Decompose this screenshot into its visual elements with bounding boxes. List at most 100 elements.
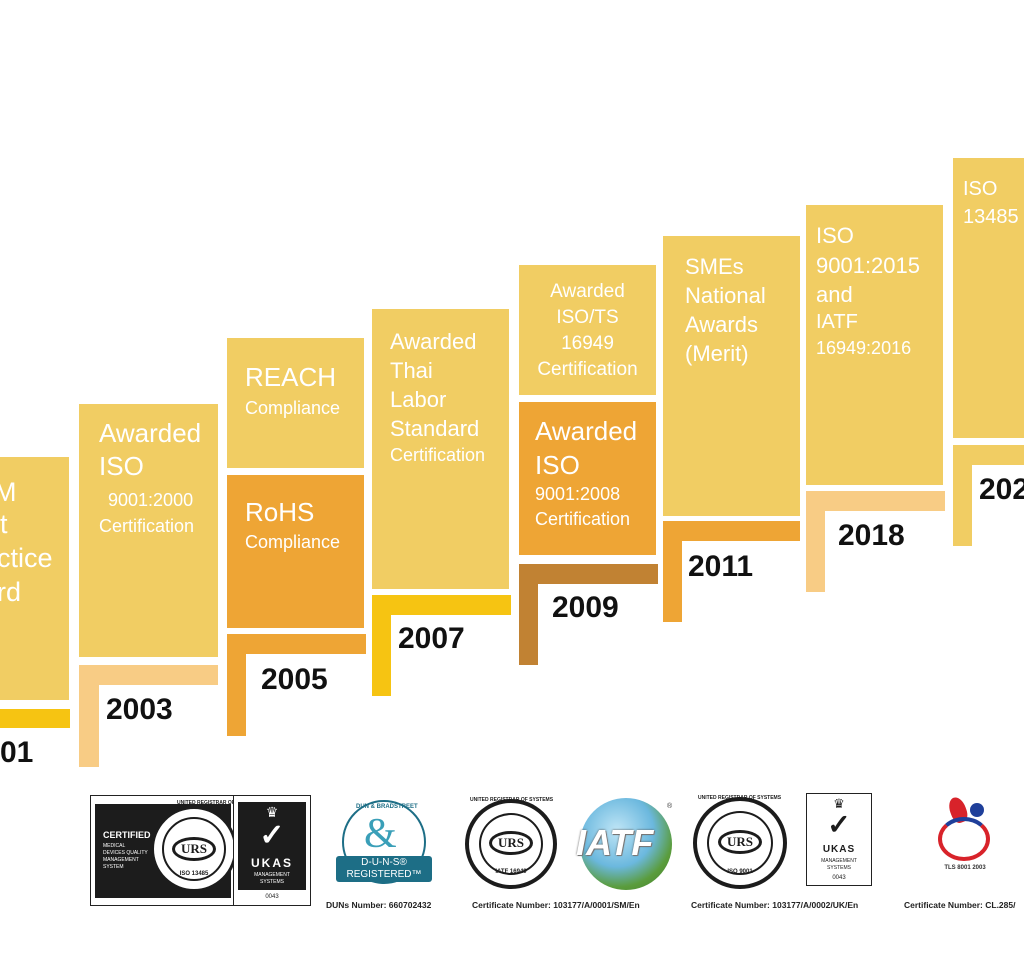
crown-icon: ♛: [833, 796, 845, 811]
urs-ring-text: UNITED REGISTRAR OF SYSTEMS: [698, 795, 782, 801]
year-bar-stem-2003: [79, 665, 99, 767]
year-bar-stem-202x: [953, 445, 972, 546]
milestone-line: (Merit): [685, 341, 749, 366]
year-label-2007: 2007: [398, 622, 465, 655]
milestone-line: 13485: [963, 206, 1019, 228]
year-bar-01: [0, 709, 70, 728]
milestone-line: Labor: [390, 387, 447, 412]
milestone-line: 9001:2015: [816, 253, 920, 278]
iatf-caption: Certificate Number: 103177/A/0001/SM/En: [472, 900, 640, 910]
year-bar-2007: [372, 595, 511, 615]
milestone-line: Certification: [99, 516, 195, 536]
year-label-01: 01: [0, 736, 34, 769]
milestone-line: Certification: [535, 509, 631, 529]
urs-iatf-seal-icon: URS IATF 16949: [465, 799, 557, 889]
year-label-202x: 202: [979, 473, 1024, 506]
checkmark-icon: ✓: [827, 809, 851, 840]
year-bar-stem-2009: [519, 564, 538, 665]
ukas-sub: SYSTEMS: [260, 879, 284, 885]
urs-std: ISO 13485: [179, 871, 209, 877]
milestone-card-2009-ts: Awarded ISO/TS 16949 Certification: [519, 265, 656, 395]
urs-seal-icon: URS ISO 13485: [151, 806, 237, 892]
milestone-line: Awarded: [99, 418, 202, 448]
milestone-line: Certification: [390, 445, 486, 465]
dnb-logo: DUN & BRADSTREET & D-U-N-S® REGISTERED™: [334, 800, 434, 890]
milestone-line: and: [816, 282, 853, 307]
year-bar-2003: [79, 665, 218, 685]
year-bar-2011: [663, 521, 800, 541]
ukas-sub: MANAGEMENT: [821, 858, 857, 864]
iso9001-caption: Certificate Number: 103177/A/0002/UK/En: [691, 900, 859, 910]
milestone-card-2011: SMEs National Awards (Merit): [663, 236, 800, 516]
milestone-line: National: [685, 283, 766, 308]
urs-ring-text: UNITED REGISTRAR OF SYSTEMS: [470, 797, 554, 803]
milestone-line: ISO: [535, 450, 580, 480]
iatf-reg: ®: [667, 803, 673, 810]
ukas-number: 0043: [832, 875, 846, 881]
urs-ring-text: UNITED REGISTRAR OF SYSTEMS: [177, 800, 261, 806]
milestone-line: Certification: [537, 359, 638, 380]
iso13485-certified-text: CERTIFIED: [103, 830, 151, 840]
milestone-line: ISO: [99, 451, 144, 481]
ukas-logo: ♛ ✓ UKAS MANAGEMENT SYSTEMS 0043: [233, 795, 311, 906]
milestone-card-202x: ISO 13485: [953, 158, 1024, 438]
milestone-card-2007: Awarded Thai Labor Standard Certificatio…: [372, 309, 509, 589]
milestone-line: REACH: [245, 362, 337, 392]
milestone-line: ISO: [963, 178, 998, 200]
milestone-card-2018: ISO 9001:2015 and IATF 16949:2016: [806, 205, 943, 485]
iatf-globe-icon: IATF: [576, 798, 672, 890]
urs-mark: URS: [180, 841, 207, 856]
year-label-2018: 2018: [838, 519, 905, 552]
year-bar-stem-2018: [806, 491, 825, 592]
milestone-card-2003: Awarded ISO 9001:2000 Certification: [79, 404, 218, 657]
milestone-line: RoHS: [245, 497, 315, 527]
milestone-line: ISO: [816, 223, 854, 248]
urs-mark: URS: [497, 835, 524, 850]
iatf-text: IATF: [576, 822, 654, 863]
iso13485-desc-line: MEDICAL: [103, 843, 126, 849]
crown-icon: ♛: [265, 804, 279, 820]
dnb-registered: REGISTERED™: [346, 869, 422, 880]
ukas-number: 0043: [265, 894, 279, 900]
milestone-line: ctice: [0, 543, 53, 573]
milestone-line: 9001:2008: [535, 484, 621, 504]
tls-caption: Certificate Number: CL.285/: [904, 900, 1016, 910]
tls-ring-icon: [938, 817, 990, 861]
milestone-card-01: M t ctice rd: [0, 457, 69, 700]
urs-iso9001-seal-icon: URS ISO 9001: [693, 797, 787, 889]
year-bar-stem-2007: [372, 595, 391, 696]
iso13485-desc-line: SYSTEM: [103, 864, 124, 870]
milestone-line: Awarded: [390, 329, 477, 354]
checkmark-icon: ✓: [259, 819, 285, 852]
milestone-line: t: [0, 509, 8, 539]
year-bar-2018: [806, 491, 945, 511]
milestone-line: ISO/TS: [556, 307, 619, 328]
iso13485-desc-line: MANAGEMENT: [103, 857, 139, 863]
year-bar-2009: [519, 564, 658, 584]
year-label-2005: 2005: [261, 663, 328, 696]
milestone-line: 16949: [561, 333, 614, 354]
ukas-name: UKAS: [250, 856, 293, 870]
year-bar-2005: [227, 634, 366, 654]
milestone-card-2005-reach: REACH Compliance: [227, 338, 364, 468]
year-bar-stem-2005: [227, 634, 246, 736]
dnb-ring-text: DUN & BRADSTREET: [356, 804, 418, 810]
ukas-name: UKAS: [822, 844, 856, 855]
dnb-caption: DUNs Number: 660702432: [326, 900, 432, 910]
milestone-line: M: [0, 477, 17, 507]
milestone-line: IATF: [816, 311, 858, 333]
milestone-line: Compliance: [245, 532, 341, 552]
year-label-2011: 2011: [688, 550, 754, 583]
ukas-logo: ♛ ✓ UKAS MANAGEMENT SYSTEMS 0043: [806, 793, 872, 886]
milestone-card-2009-iso: Awarded ISO 9001:2008 Certification: [519, 402, 656, 555]
milestone-line: Compliance: [245, 398, 341, 418]
ukas-sub: SYSTEMS: [827, 865, 851, 871]
year-label-2009: 2009: [552, 591, 619, 624]
milestone-line: Awarded: [550, 281, 625, 302]
milestone-line: Standard: [390, 416, 480, 441]
tls-logo: TLS 8001 2003: [930, 793, 1000, 883]
tls-figure-icon: [970, 803, 984, 817]
milestone-line: 16949:2016: [816, 338, 912, 358]
urs-std: ISO 9001: [727, 869, 753, 875]
iso13485-desc-line: DEVICES QUALITY: [103, 850, 148, 856]
